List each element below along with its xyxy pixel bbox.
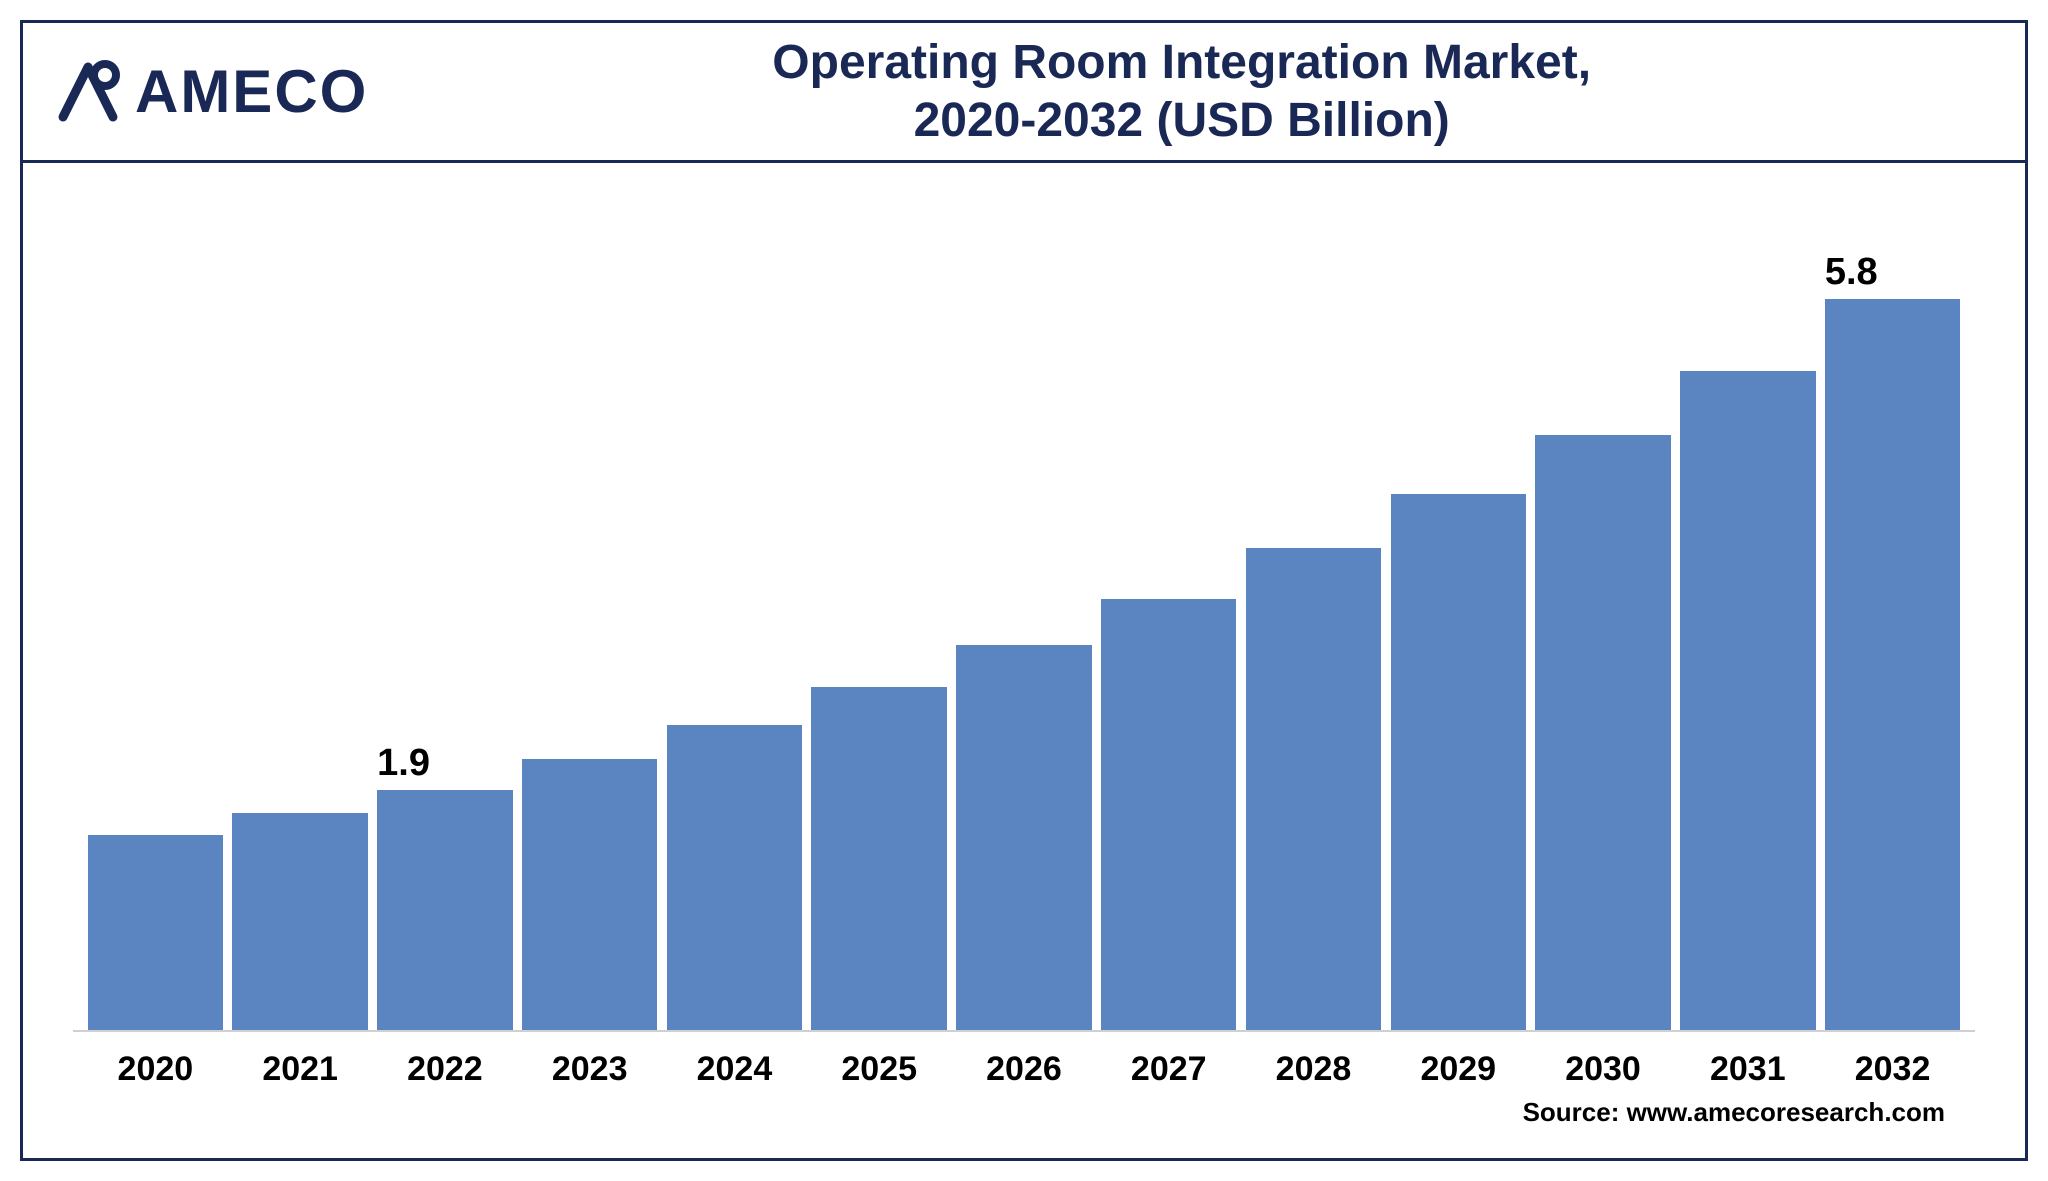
bar-rect — [1246, 548, 1382, 1030]
bar-col — [1101, 223, 1237, 1030]
bar-col — [811, 223, 947, 1030]
bar-rect — [811, 687, 947, 1030]
x-tick-label: 2032 — [1825, 1050, 1961, 1089]
bar-rect: 5.8 — [1825, 299, 1961, 1030]
bar-col — [956, 223, 1092, 1030]
x-tick-label: 2023 — [522, 1050, 658, 1089]
bars-region: 1.9 5.8 — [73, 223, 1975, 1032]
bar-rect — [1535, 435, 1671, 1030]
x-tick-label: 2031 — [1680, 1050, 1816, 1089]
x-tick-label: 2025 — [811, 1050, 947, 1089]
bar-rect — [667, 725, 803, 1030]
bar-col: 5.8 — [1825, 223, 1961, 1030]
bar-col — [1680, 223, 1816, 1030]
x-tick-label: 2026 — [956, 1050, 1092, 1089]
chart-title: Operating Room Integration Market, 2020-… — [368, 34, 1995, 149]
bar-value-label: 1.9 — [377, 742, 430, 785]
bar-col — [1535, 223, 1671, 1030]
x-tick-label: 2027 — [1101, 1050, 1237, 1089]
bar-col — [1246, 223, 1382, 1030]
header: AMECO Operating Room Integration Market,… — [23, 23, 2025, 163]
bar-col — [1391, 223, 1527, 1030]
bar-rect: 1.9 — [377, 790, 513, 1030]
logo-mark-icon — [53, 57, 123, 127]
x-tick-label: 2030 — [1535, 1050, 1671, 1089]
bar-rect — [956, 645, 1092, 1030]
title-line-2: 2020-2032 (USD Billion) — [368, 92, 1995, 150]
bar-col — [232, 223, 368, 1030]
bar-rect — [232, 813, 368, 1030]
x-tick-label: 2024 — [667, 1050, 803, 1089]
x-tick-label: 2029 — [1391, 1050, 1527, 1089]
bar-rect — [1101, 599, 1237, 1030]
chart-container: AMECO Operating Room Integration Market,… — [20, 20, 2028, 1161]
x-tick-label: 2028 — [1246, 1050, 1382, 1089]
bar-col: 1.9 — [377, 223, 513, 1030]
logo-text: AMECO — [135, 57, 368, 126]
bar-rect — [1680, 371, 1816, 1030]
x-tick-label: 2021 — [232, 1050, 368, 1089]
source-label: Source: www.amecoresearch.com — [73, 1089, 1975, 1138]
bar-col — [88, 223, 224, 1030]
bar-rect — [1391, 494, 1527, 1030]
bar-rect — [88, 835, 224, 1030]
bar-col — [667, 223, 803, 1030]
chart-area: 1.95.8 202020212022202320242025202620272… — [23, 163, 2025, 1158]
bar-col — [522, 223, 658, 1030]
x-tick-label: 2020 — [88, 1050, 224, 1089]
logo: AMECO — [53, 57, 368, 127]
x-axis: 2020202120222023202420252026202720282029… — [73, 1032, 1975, 1089]
title-line-1: Operating Room Integration Market, — [368, 34, 1995, 92]
x-tick-label: 2022 — [377, 1050, 513, 1089]
bar-rect — [522, 759, 658, 1030]
bar-value-label: 5.8 — [1825, 251, 1878, 294]
